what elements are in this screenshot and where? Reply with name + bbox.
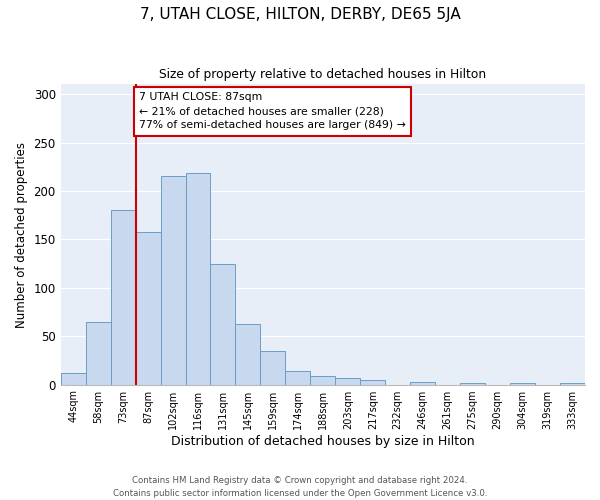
Bar xyxy=(61,373,86,384)
Text: 7 UTAH CLOSE: 87sqm
← 21% of detached houses are smaller (228)
77% of semi-detac: 7 UTAH CLOSE: 87sqm ← 21% of detached ho… xyxy=(139,92,406,130)
Bar xyxy=(286,371,310,384)
Bar xyxy=(211,264,235,384)
Bar xyxy=(560,382,585,384)
Bar xyxy=(510,382,535,384)
Text: Contains HM Land Registry data © Crown copyright and database right 2024.
Contai: Contains HM Land Registry data © Crown c… xyxy=(113,476,487,498)
Title: Size of property relative to detached houses in Hilton: Size of property relative to detached ho… xyxy=(159,68,487,80)
Text: 7, UTAH CLOSE, HILTON, DERBY, DE65 5JA: 7, UTAH CLOSE, HILTON, DERBY, DE65 5JA xyxy=(140,8,460,22)
Bar xyxy=(110,210,136,384)
Bar xyxy=(410,382,435,384)
Bar xyxy=(310,376,335,384)
Bar xyxy=(460,382,485,384)
Bar xyxy=(136,232,161,384)
Bar xyxy=(360,380,385,384)
Bar xyxy=(260,350,286,384)
Bar xyxy=(335,378,360,384)
Bar xyxy=(86,322,110,384)
Bar xyxy=(235,324,260,384)
X-axis label: Distribution of detached houses by size in Hilton: Distribution of detached houses by size … xyxy=(171,434,475,448)
Bar xyxy=(161,176,185,384)
Y-axis label: Number of detached properties: Number of detached properties xyxy=(15,142,28,328)
Bar xyxy=(185,172,211,384)
